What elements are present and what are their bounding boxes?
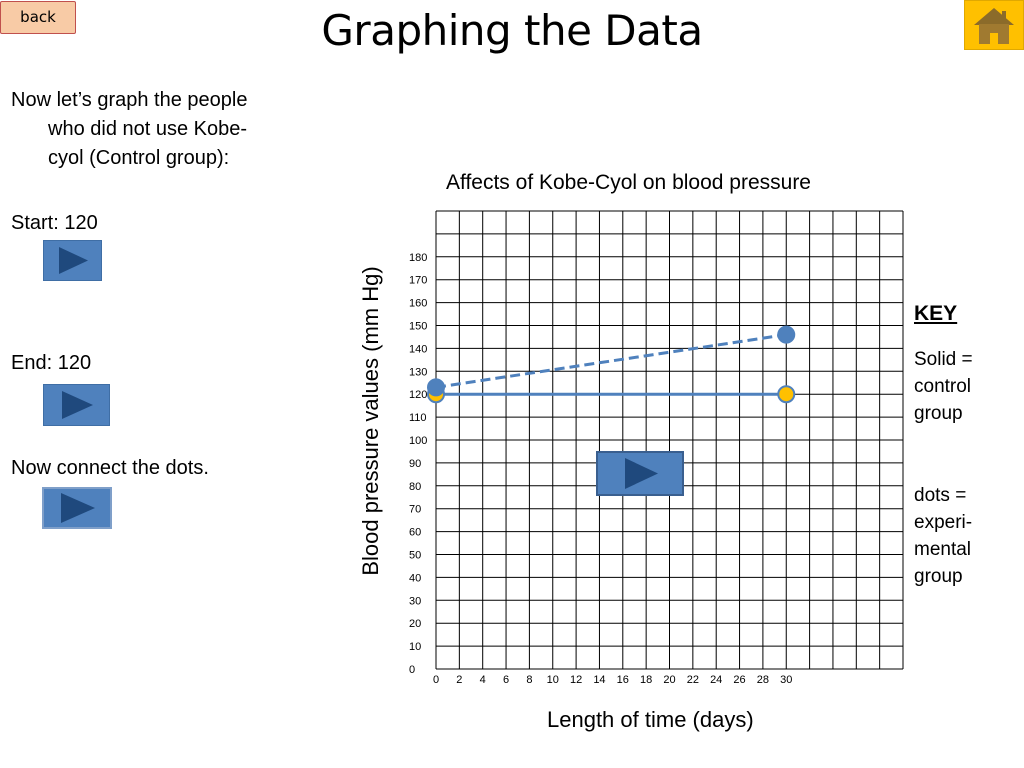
x-tick-label: 22 — [687, 674, 699, 686]
y-tick-label: 170 — [409, 275, 427, 287]
play-connect-button[interactable] — [42, 487, 112, 529]
experimental-series-line — [435, 333, 787, 389]
y-tick-label: 140 — [409, 343, 427, 355]
play-start-button[interactable] — [43, 240, 102, 281]
experimental-data-point — [777, 325, 796, 344]
key-line: mental — [914, 539, 972, 560]
play-icon — [625, 458, 658, 489]
chart-title: Affects of Kobe-Cyol on blood pressure — [446, 171, 811, 194]
y-tick-label: 10 — [409, 641, 421, 653]
home-icon — [974, 8, 1014, 44]
key-line: dots = — [914, 485, 967, 506]
x-tick-label: 20 — [663, 674, 675, 686]
key-solid: Solid = control group — [914, 346, 1014, 427]
y-tick-label: 150 — [409, 321, 427, 333]
x-tick-label: 0 — [433, 674, 439, 686]
x-tick-label: 18 — [640, 674, 652, 686]
y-tick-label: 90 — [409, 458, 421, 470]
play-icon — [61, 493, 95, 523]
key-heading: KEY — [914, 302, 958, 325]
x-tick-label: 24 — [710, 674, 722, 686]
y-tick-label: 0 — [409, 664, 415, 676]
control-data-point — [777, 385, 796, 404]
key-dots: dots = experi- mental group — [914, 482, 1014, 590]
x-tick-label: 16 — [617, 674, 629, 686]
x-tick-label: 2 — [456, 674, 462, 686]
x-tick-label: 14 — [593, 674, 605, 686]
x-tick-label: 12 — [570, 674, 582, 686]
instructions: Now let’s graph the people who did not u… — [11, 86, 311, 173]
y-tick-label: 70 — [409, 504, 421, 516]
key-line: group — [914, 566, 963, 587]
x-tick-label: 30 — [780, 674, 792, 686]
play-graph-button[interactable] — [596, 451, 684, 496]
x-tick-label: 26 — [733, 674, 745, 686]
y-tick-label: 50 — [409, 550, 421, 562]
experimental-data-point — [427, 378, 445, 397]
y-tick-label: 30 — [409, 595, 421, 607]
key-line: experi- — [914, 512, 973, 533]
x-tick-label: 6 — [503, 674, 509, 686]
key-line: group — [914, 403, 963, 424]
y-tick-label: 100 — [409, 435, 427, 447]
key-line: control — [914, 376, 972, 397]
back-button[interactable]: back — [0, 1, 76, 34]
play-icon — [59, 247, 88, 274]
y-tick-label: 20 — [409, 618, 421, 630]
instruction-line: who did not use Kobe- — [48, 118, 248, 140]
y-tick-label: 60 — [409, 527, 421, 539]
y-tick-label: 130 — [409, 366, 427, 378]
y-tick-label: 180 — [409, 252, 427, 264]
y-tick-label: 40 — [409, 572, 421, 584]
x-axis-label: Length of time (days) — [547, 707, 754, 732]
play-end-button[interactable] — [43, 384, 110, 426]
y-tick-label: 80 — [409, 481, 421, 493]
home-button[interactable] — [964, 0, 1024, 50]
page-title: Graphing the Data — [321, 6, 703, 55]
instruction-line: cyol (Control group): — [48, 147, 230, 169]
start-label: Start: 120 — [11, 212, 98, 234]
connect-label: Now connect the dots. — [11, 457, 209, 479]
x-tick-label: 8 — [526, 674, 532, 686]
play-icon — [62, 391, 93, 419]
y-tick-label: 120 — [409, 389, 427, 401]
y-tick-label: 110 — [409, 412, 427, 424]
x-tick-label: 28 — [757, 674, 769, 686]
instruction-line: Now let’s graph the people — [11, 89, 248, 111]
x-tick-label: 10 — [547, 674, 559, 686]
x-tick-label: 4 — [480, 674, 486, 686]
key-line: Solid = — [914, 349, 973, 370]
y-tick-label: 160 — [409, 298, 427, 310]
end-label: End: 120 — [11, 352, 92, 374]
